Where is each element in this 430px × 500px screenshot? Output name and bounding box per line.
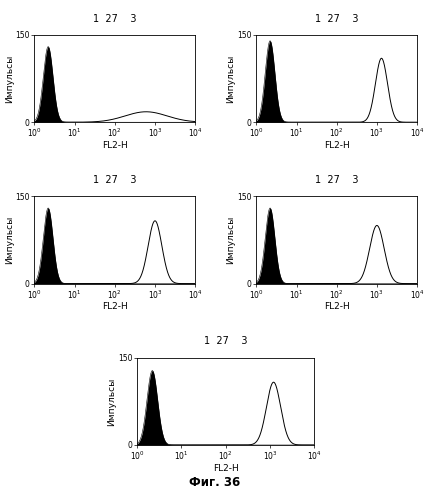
Y-axis label: Импульсы: Импульсы (5, 54, 14, 102)
Text: 1  27    3: 1 27 3 (93, 14, 137, 24)
Y-axis label: Импульсы: Импульсы (5, 216, 14, 264)
Text: 1  27    3: 1 27 3 (315, 14, 359, 24)
Y-axis label: Импульсы: Импульсы (227, 54, 236, 102)
Text: 1  27    3: 1 27 3 (93, 175, 137, 185)
Y-axis label: Импульсы: Импульсы (108, 378, 117, 426)
X-axis label: FL2-H: FL2-H (324, 141, 350, 150)
X-axis label: FL2-H: FL2-H (102, 302, 128, 312)
Text: 1  27    3: 1 27 3 (204, 336, 248, 346)
X-axis label: FL2-H: FL2-H (324, 302, 350, 312)
Text: Фиг. 36: Фиг. 36 (189, 476, 241, 489)
X-axis label: FL2-H: FL2-H (102, 141, 128, 150)
X-axis label: FL2-H: FL2-H (213, 464, 239, 472)
Y-axis label: Импульсы: Импульсы (227, 216, 236, 264)
Text: 1  27    3: 1 27 3 (315, 175, 359, 185)
